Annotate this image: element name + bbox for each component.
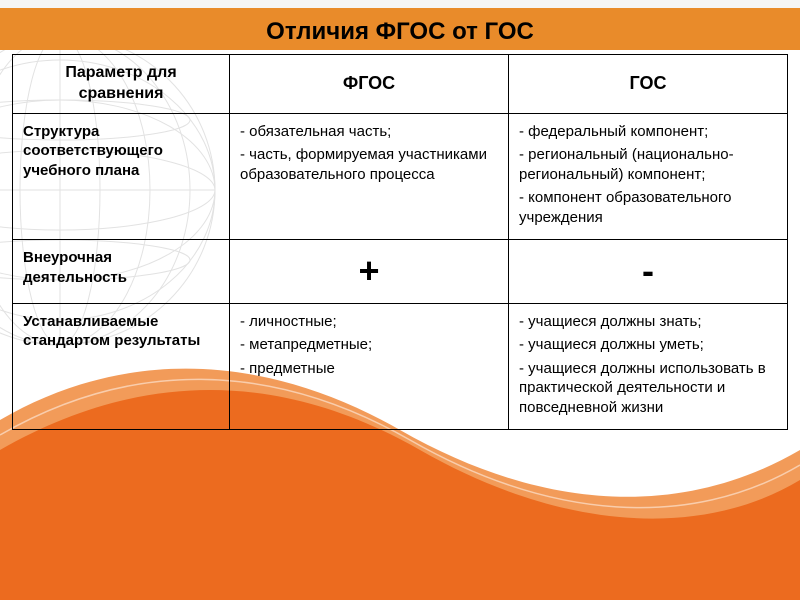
list-item: - предметные [240,359,498,379]
list-item: - метапредметные; [240,335,498,355]
list-item: - обязательная часть; [240,122,498,142]
title-bar: Отличия ФГОС от ГОС [0,0,800,50]
list-item: - личностные; [240,312,498,332]
list-item: - часть, формируемая участниками образов… [240,145,498,184]
table-row: Внеурочная деятельность + - [13,240,788,304]
list-item: - учащиеся должны знать; [519,312,777,332]
param-cell: Устанавливаемые стандартом результаты [13,303,230,430]
table-row: Устанавливаемые стандартом результаты - … [13,303,788,430]
slide: Отличия ФГОС от ГОС Параметр для сравнен… [0,0,800,600]
gos-cell: - учащиеся должны знать; - учащиеся долж… [509,303,788,430]
col-header-fgos: ФГОС [230,55,509,114]
gos-symbol-cell: - [509,240,788,304]
col-header-gos: ГОС [509,55,788,114]
fgos-cell: - обязательная часть; - часть, формируем… [230,113,509,240]
param-cell: Внеурочная деятельность [13,240,230,304]
list-item: - федеральный компонент; [519,122,777,142]
page-title: Отличия ФГОС от ГОС [266,18,534,46]
gos-cell: - федеральный компонент; - региональный … [509,113,788,240]
fgos-symbol-cell: + [230,240,509,304]
list-item: - компонент образовательного учреждения [519,188,777,227]
list-item: - учащиеся должны уметь; [519,335,777,355]
list-item: - учащиеся должны использовать в практич… [519,359,777,418]
table-header-row: Параметр для сравнения ФГОС ГОС [13,55,788,114]
table-row: Структура соответствующего учебного план… [13,113,788,240]
fgos-cell: - личностные; - метапредметные; - предме… [230,303,509,430]
param-cell: Структура соответствующего учебного план… [13,113,230,240]
col-header-param: Параметр для сравнения [13,55,230,114]
comparison-table: Параметр для сравнения ФГОС ГОС Структур… [12,54,788,430]
comparison-table-wrap: Параметр для сравнения ФГОС ГОС Структур… [12,54,788,430]
list-item: - региональный (национально-региональный… [519,145,777,184]
